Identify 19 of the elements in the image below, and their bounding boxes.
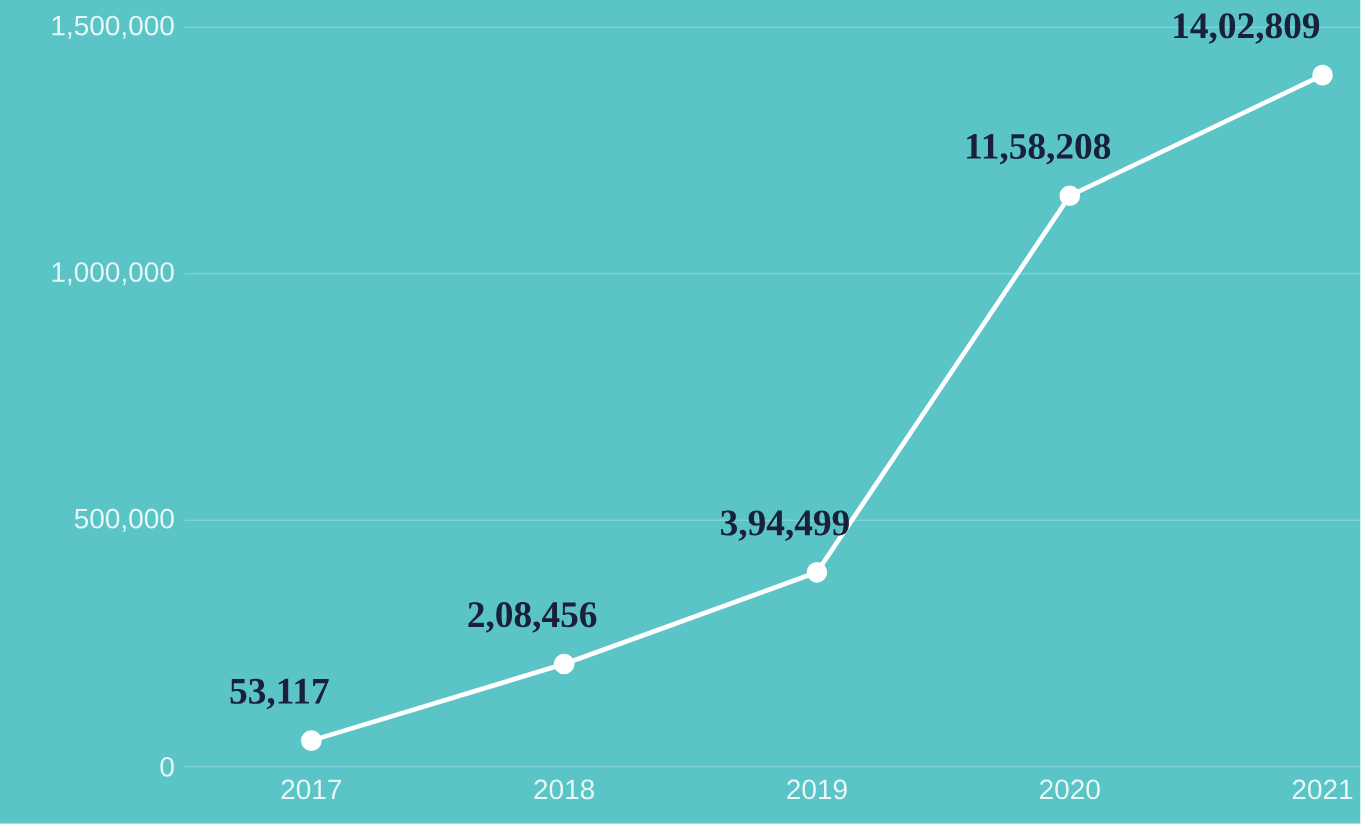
x-tick-label: 2017 xyxy=(281,779,342,800)
x-tick-label: 2020 xyxy=(1040,779,1100,800)
y-tick-label: 500,000 xyxy=(74,508,174,532)
x-tick-label: 2018 xyxy=(534,779,595,800)
y-tick-label: 1,000,000 xyxy=(52,262,174,286)
point xyxy=(806,562,828,583)
x-tick-label: 2019 xyxy=(787,779,847,800)
data-label: 14,02,809 xyxy=(1174,13,1320,44)
data-label: 3,94,499 xyxy=(721,510,849,542)
x-tick-label: 2021 xyxy=(1292,779,1353,800)
point xyxy=(301,730,322,752)
data-label: 53,117 xyxy=(230,678,329,710)
data-label: 11,58,208 xyxy=(967,133,1111,165)
point xyxy=(1059,185,1081,207)
point xyxy=(1312,64,1333,86)
y-tick-label: 0 xyxy=(160,757,174,777)
point xyxy=(553,653,575,675)
y-tick-label: 1,500,000 xyxy=(52,15,174,39)
data-label: 2,08,456 xyxy=(468,602,597,633)
